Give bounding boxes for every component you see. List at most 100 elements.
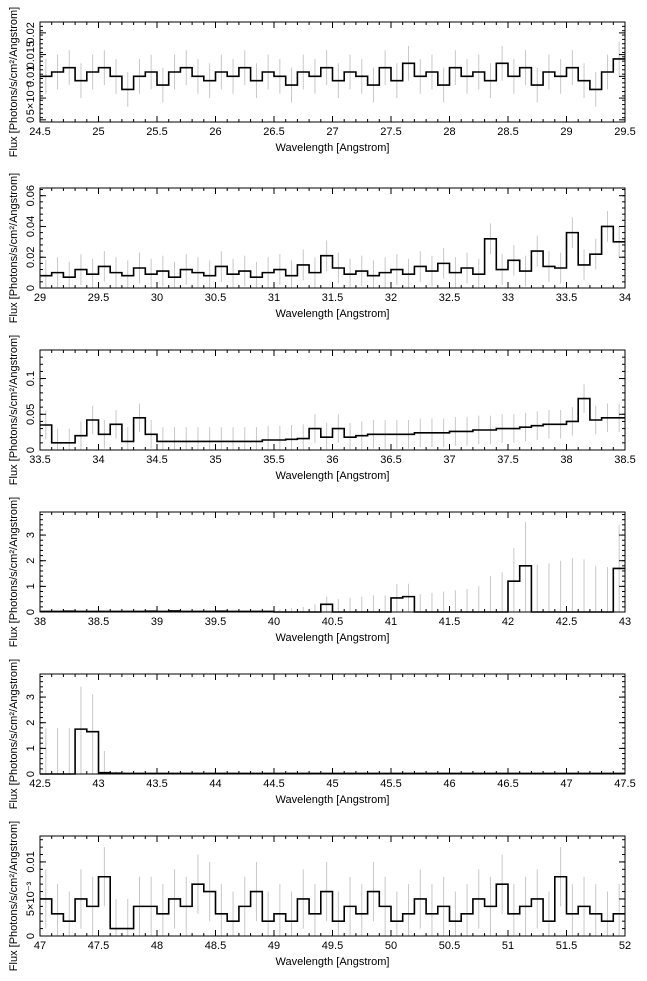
x-tick-label: 51.5 [556, 940, 577, 952]
panel-4: 38 38.5 39 39.5 40 40.5 41 41.5 42 42.5 43 0 1 2 3 Wave… [8, 497, 631, 647]
y-tick-label: 0.1 [25, 371, 37, 386]
x-tick-label: 26.5 [263, 126, 284, 138]
x-tick-label: 34 [619, 292, 631, 304]
x-tick-label: 30 [151, 292, 163, 304]
panel-5: 42.5 43 43.5 44 44.5 45 45.5 46 46.5 47 47.5 0 1 2 3 Wa… [8, 659, 636, 809]
flux-histogram [40, 225, 625, 279]
x-tick-label: 38.5 [88, 616, 109, 628]
y-axis-label: Flux [Photons/s/cm²/Angstrom] [8, 335, 20, 485]
y-tick-label: 0 [25, 933, 37, 939]
x-tick-label: 27 [326, 126, 338, 138]
x-tick-label: 29.5 [88, 292, 109, 304]
x-axis-label: Wavelength [Angstrom] [276, 308, 390, 320]
x-tick-label: 37.5 [497, 454, 518, 466]
x-tick-label: 35.5 [263, 454, 284, 466]
x-tick-label: 46 [443, 778, 455, 790]
y-tick-label: 2 [25, 720, 37, 726]
flux-histogram [40, 728, 625, 775]
x-tick-label: 34.5 [146, 454, 167, 466]
x-tick-label: 49 [268, 940, 280, 952]
x-tick-label: 44.5 [263, 778, 284, 790]
y-tick-label: 0.015 [25, 41, 37, 69]
x-tick-label: 39.5 [205, 616, 226, 628]
x-tick-label: 44 [209, 778, 221, 790]
x-tick-label: 47.5 [88, 940, 109, 952]
x-tick-label: 31.5 [322, 292, 343, 304]
flux-histogram [40, 397, 625, 444]
x-tick-label: 31 [268, 292, 280, 304]
panel-2: 29 29.5 30 30.5 31 31.5 32 32.5 33 33.5 34 0 0.02 0.0… [8, 173, 631, 323]
y-axis-label: Flux [Photons/s/cm²/Angstrom] [8, 7, 20, 157]
x-tick-label: 47 [34, 940, 46, 952]
x-tick-label: 42.5 [556, 616, 577, 628]
flux-histogram [40, 875, 625, 930]
y-tick-label: 0.04 [25, 216, 37, 237]
x-tick-label: 40.5 [322, 616, 343, 628]
x-tick-label: 48 [151, 940, 163, 952]
x-axis-label: Wavelength [Angstrom] [276, 632, 390, 644]
x-tick-label: 29.5 [614, 126, 635, 138]
y-tick-label: 0.05 [25, 404, 37, 425]
y-tick-label: 5×10⁻³ [25, 882, 37, 917]
x-tick-label: 38 [34, 616, 46, 628]
x-tick-label: 39 [151, 616, 163, 628]
y-tick-label: 2 [25, 558, 37, 564]
x-tick-label: 43 [92, 778, 104, 790]
x-axis-label: Wavelength [Angstrom] [276, 794, 390, 806]
x-tick-label: 45 [326, 778, 338, 790]
x-tick-label: 33 [502, 292, 514, 304]
panel-3: 33.5 34 34.5 35 35.5 36 36.5 37 37.5 38 38.5 0 0.05 0… [8, 335, 636, 485]
x-tick-label: 26 [209, 126, 221, 138]
y-tick-label: 5×10⁻³ [25, 81, 37, 116]
x-tick-label: 42.5 [29, 778, 50, 790]
x-tick-label: 35 [209, 454, 221, 466]
x-tick-label: 29 [34, 292, 46, 304]
x-tick-label: 46.5 [497, 778, 518, 790]
y-tick-label: 1 [25, 583, 37, 589]
y-tick-label: 0.02 [25, 247, 37, 268]
y-tick-label: 3 [25, 532, 37, 538]
x-tick-label: 24.5 [29, 126, 50, 138]
x-axis-label: Wavelength [Angstrom] [276, 956, 390, 968]
x-tick-label: 41.5 [439, 616, 460, 628]
x-tick-label: 38.5 [614, 454, 635, 466]
x-tick-label: 45.5 [380, 778, 401, 790]
y-axis-label: Flux [Photons/s/cm²/Angstrom] [8, 173, 20, 323]
x-tick-label: 47 [560, 778, 572, 790]
x-axis-label: Wavelength [Angstrom] [276, 142, 390, 154]
y-tick-label: 0 [25, 117, 37, 123]
plot-frame [39, 673, 626, 775]
x-tick-label: 36 [326, 454, 338, 466]
x-tick-label: 42 [502, 616, 514, 628]
x-tick-label: 43 [619, 616, 631, 628]
x-tick-label: 25.5 [146, 126, 167, 138]
y-tick-label: 1 [25, 745, 37, 751]
x-tick-label: 33.5 [556, 292, 577, 304]
x-tick-label: 27.5 [380, 126, 401, 138]
x-tick-label: 25 [92, 126, 104, 138]
x-tick-label: 32 [385, 292, 397, 304]
y-tick-label: 0 [25, 285, 37, 291]
y-tick-label: 0 [25, 447, 37, 453]
flux-histogram [40, 58, 625, 91]
y-axis-label: Flux [Photons/s/cm²/Angstrom] [8, 659, 20, 809]
panel-6: 47 47.5 48 48.5 49 49.5 50 50.5 51 51.5 52 0 5×10⁻³ 0… [8, 821, 631, 971]
y-tick-label: 0.01 [25, 66, 37, 87]
y-axis-label: Flux [Photons/s/cm²/Angstrom] [8, 497, 20, 647]
x-tick-label: 30.5 [205, 292, 226, 304]
x-tick-label: 49.5 [322, 940, 343, 952]
x-tick-label: 34 [92, 454, 104, 466]
x-tick-label: 28 [443, 126, 455, 138]
y-axis-label: Flux [Photons/s/cm²/Angstrom] [8, 821, 20, 971]
x-tick-label: 38 [560, 454, 572, 466]
x-axis-label: Wavelength [Angstrom] [276, 470, 390, 482]
x-tick-label: 33.5 [29, 454, 50, 466]
y-tick-label: 0.02 [25, 22, 37, 43]
x-tick-label: 48.5 [205, 940, 226, 952]
y-tick-label: 0 [25, 609, 37, 615]
x-tick-label: 50.5 [439, 940, 460, 952]
y-tick-label: 0.01 [25, 851, 37, 872]
y-tick-label: 0.06 [25, 185, 37, 206]
x-tick-label: 32.5 [439, 292, 460, 304]
